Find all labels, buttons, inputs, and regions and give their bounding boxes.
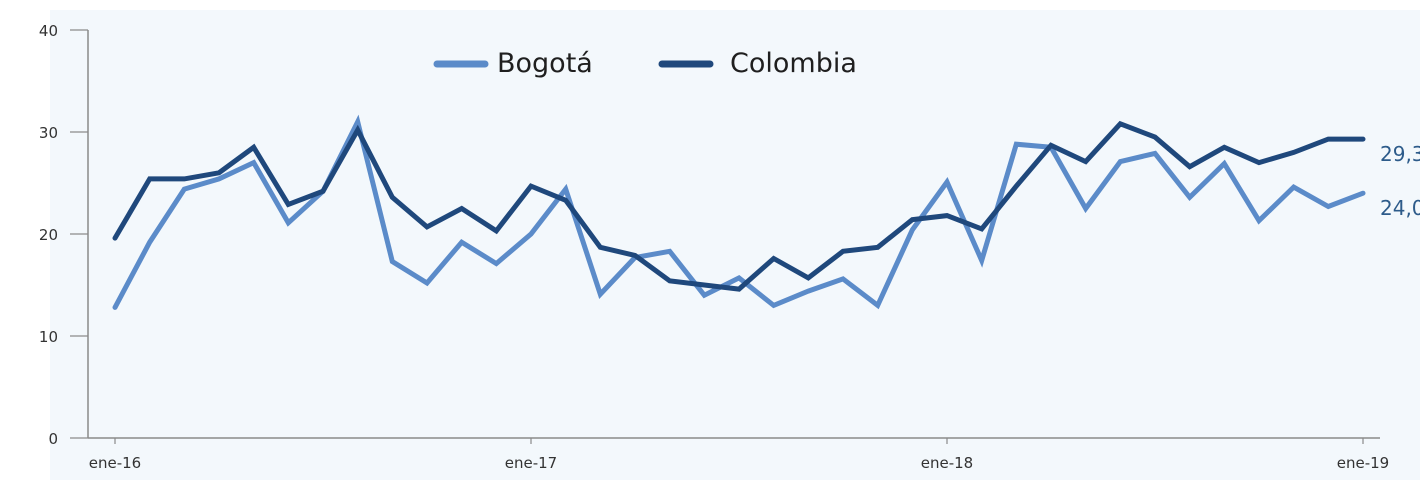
x-tick-label: ene-16 (89, 454, 141, 472)
legend-label-bogot: Bogotá (497, 48, 593, 79)
end-label-bogot: 24,0 (1380, 196, 1420, 220)
y-tick-label: 10 (39, 328, 58, 346)
y-axis-ticks: 0 10 20 30 40 (39, 22, 88, 448)
end-label-colombia: 29,3 (1380, 142, 1420, 166)
y-tick-label: 40 (39, 22, 58, 40)
series-line-colombia (112, 120, 1366, 292)
y-tick-label: 20 (39, 226, 58, 244)
x-tick-label: ene-17 (505, 454, 557, 472)
legend-label-colombia: Colombia (730, 48, 857, 79)
plot-background (50, 10, 1420, 480)
legend: Bogotá Colombia (433, 48, 857, 79)
title-strip (0, 0, 1420, 10)
y-tick-label: 30 (39, 124, 58, 142)
series-lines (112, 114, 1366, 310)
x-tick-label: ene-18 (921, 454, 973, 472)
x-axis-ticks: ene-16 ene-17 ene-18 ene-19 (89, 438, 1389, 472)
y-tick-label: 0 (48, 430, 58, 448)
end-labels: 24,0 29,3 (1380, 142, 1420, 220)
x-tick-label: ene-19 (1337, 454, 1389, 472)
